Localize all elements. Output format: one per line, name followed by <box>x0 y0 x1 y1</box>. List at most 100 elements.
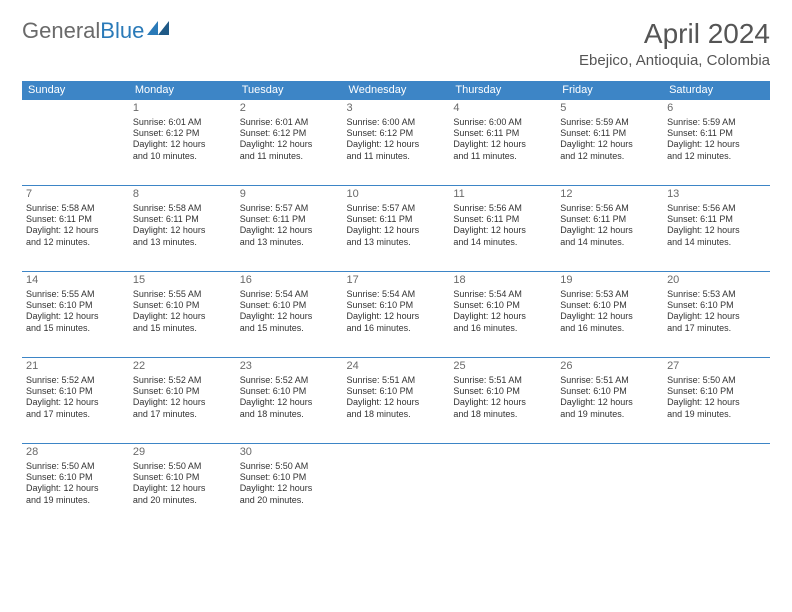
sunset-line: Sunset: 6:11 PM <box>347 214 446 225</box>
daylight-line-1: Daylight: 12 hours <box>240 139 339 150</box>
sunset-line: Sunset: 6:12 PM <box>240 128 339 139</box>
daylight-line-2: and 11 minutes. <box>453 151 552 162</box>
daylight-line-2: and 10 minutes. <box>133 151 232 162</box>
sunrise-line: Sunrise: 5:55 AM <box>26 289 125 300</box>
header: GeneralBlue April 2024 Ebejico, Antioqui… <box>22 18 770 69</box>
daylight-line-1: Daylight: 12 hours <box>133 397 232 408</box>
weekday-header: Wednesday <box>343 81 450 100</box>
calendar-day-cell: 2Sunrise: 6:01 AMSunset: 6:12 PMDaylight… <box>236 100 343 186</box>
day-number: 9 <box>240 188 339 202</box>
daylight-line-1: Daylight: 12 hours <box>453 397 552 408</box>
day-number: 10 <box>347 188 446 202</box>
daylight-line-2: and 16 minutes. <box>453 323 552 334</box>
weekday-header: Tuesday <box>236 81 343 100</box>
day-number: 18 <box>453 274 552 288</box>
daylight-line-2: and 18 minutes. <box>453 409 552 420</box>
weekday-header: Friday <box>556 81 663 100</box>
sunrise-line: Sunrise: 5:50 AM <box>133 461 232 472</box>
day-number: 29 <box>133 446 232 460</box>
sunset-line: Sunset: 6:10 PM <box>240 300 339 311</box>
sunrise-line: Sunrise: 5:50 AM <box>26 461 125 472</box>
sunset-line: Sunset: 6:10 PM <box>26 386 125 397</box>
sunrise-line: Sunrise: 5:59 AM <box>667 117 766 128</box>
daylight-line-2: and 19 minutes. <box>560 409 659 420</box>
sunrise-line: Sunrise: 6:01 AM <box>240 117 339 128</box>
sunrise-line: Sunrise: 5:50 AM <box>240 461 339 472</box>
calendar-day-cell: 6Sunrise: 5:59 AMSunset: 6:11 PMDaylight… <box>663 100 770 186</box>
sunset-line: Sunset: 6:11 PM <box>453 214 552 225</box>
sunset-line: Sunset: 6:10 PM <box>133 386 232 397</box>
sunset-line: Sunset: 6:11 PM <box>26 214 125 225</box>
weekday-header-row: SundayMondayTuesdayWednesdayThursdayFrid… <box>22 81 770 100</box>
day-number: 4 <box>453 102 552 116</box>
daylight-line-2: and 12 minutes. <box>667 151 766 162</box>
weekday-header: Saturday <box>663 81 770 100</box>
calendar-day-cell: 17Sunrise: 5:54 AMSunset: 6:10 PMDayligh… <box>343 272 450 358</box>
calendar-day-cell: 25Sunrise: 5:51 AMSunset: 6:10 PMDayligh… <box>449 358 556 444</box>
day-number: 12 <box>560 188 659 202</box>
sunset-line: Sunset: 6:10 PM <box>240 386 339 397</box>
sunrise-line: Sunrise: 5:52 AM <box>26 375 125 386</box>
daylight-line-2: and 13 minutes. <box>347 237 446 248</box>
day-number: 21 <box>26 360 125 374</box>
daylight-line-2: and 18 minutes. <box>347 409 446 420</box>
daylight-line-2: and 16 minutes. <box>347 323 446 334</box>
daylight-line-1: Daylight: 12 hours <box>347 225 446 236</box>
sunrise-line: Sunrise: 6:00 AM <box>347 117 446 128</box>
calendar-day-cell: 27Sunrise: 5:50 AMSunset: 6:10 PMDayligh… <box>663 358 770 444</box>
title-block: April 2024 Ebejico, Antioquia, Colombia <box>579 18 770 69</box>
weekday-header: Monday <box>129 81 236 100</box>
day-number: 16 <box>240 274 339 288</box>
daylight-line-2: and 11 minutes. <box>347 151 446 162</box>
daylight-line-1: Daylight: 12 hours <box>133 483 232 494</box>
sunset-line: Sunset: 6:10 PM <box>453 386 552 397</box>
daylight-line-1: Daylight: 12 hours <box>667 311 766 322</box>
sunrise-line: Sunrise: 5:52 AM <box>133 375 232 386</box>
calendar-day-cell: 11Sunrise: 5:56 AMSunset: 6:11 PMDayligh… <box>449 186 556 272</box>
logo-text-blue: Blue <box>100 18 144 44</box>
daylight-line-2: and 12 minutes. <box>26 237 125 248</box>
calendar-day-cell: 28Sunrise: 5:50 AMSunset: 6:10 PMDayligh… <box>22 444 129 530</box>
sunset-line: Sunset: 6:10 PM <box>453 300 552 311</box>
daylight-line-2: and 15 minutes. <box>240 323 339 334</box>
daylight-line-2: and 20 minutes. <box>133 495 232 506</box>
daylight-line-1: Daylight: 12 hours <box>347 139 446 150</box>
day-number: 11 <box>453 188 552 202</box>
day-number: 15 <box>133 274 232 288</box>
sunrise-line: Sunrise: 5:56 AM <box>667 203 766 214</box>
day-number: 6 <box>667 102 766 116</box>
logo-text-general: General <box>22 18 100 44</box>
sunset-line: Sunset: 6:12 PM <box>347 128 446 139</box>
day-number: 8 <box>133 188 232 202</box>
calendar-week-row: 14Sunrise: 5:55 AMSunset: 6:10 PMDayligh… <box>22 272 770 358</box>
calendar-day-cell: 9Sunrise: 5:57 AMSunset: 6:11 PMDaylight… <box>236 186 343 272</box>
calendar-day-cell <box>663 444 770 530</box>
logo: GeneralBlue <box>22 18 169 44</box>
daylight-line-1: Daylight: 12 hours <box>560 225 659 236</box>
calendar-week-row: 7Sunrise: 5:58 AMSunset: 6:11 PMDaylight… <box>22 186 770 272</box>
sunrise-line: Sunrise: 5:51 AM <box>560 375 659 386</box>
calendar-day-cell: 15Sunrise: 5:55 AMSunset: 6:10 PMDayligh… <box>129 272 236 358</box>
day-number: 1 <box>133 102 232 116</box>
calendar-day-cell: 5Sunrise: 5:59 AMSunset: 6:11 PMDaylight… <box>556 100 663 186</box>
daylight-line-1: Daylight: 12 hours <box>667 225 766 236</box>
daylight-line-1: Daylight: 12 hours <box>453 139 552 150</box>
daylight-line-2: and 11 minutes. <box>240 151 339 162</box>
daylight-line-2: and 14 minutes. <box>560 237 659 248</box>
daylight-line-2: and 17 minutes. <box>667 323 766 334</box>
sunrise-line: Sunrise: 5:53 AM <box>667 289 766 300</box>
calendar-day-cell: 10Sunrise: 5:57 AMSunset: 6:11 PMDayligh… <box>343 186 450 272</box>
daylight-line-2: and 15 minutes. <box>26 323 125 334</box>
daylight-line-2: and 13 minutes. <box>133 237 232 248</box>
day-number: 23 <box>240 360 339 374</box>
month-title: April 2024 <box>579 18 770 50</box>
day-number: 26 <box>560 360 659 374</box>
sunset-line: Sunset: 6:10 PM <box>560 300 659 311</box>
day-number: 17 <box>347 274 446 288</box>
sunrise-line: Sunrise: 5:59 AM <box>560 117 659 128</box>
sunset-line: Sunset: 6:10 PM <box>347 386 446 397</box>
day-number: 7 <box>26 188 125 202</box>
daylight-line-1: Daylight: 12 hours <box>667 397 766 408</box>
calendar-week-row: 28Sunrise: 5:50 AMSunset: 6:10 PMDayligh… <box>22 444 770 530</box>
day-number: 27 <box>667 360 766 374</box>
